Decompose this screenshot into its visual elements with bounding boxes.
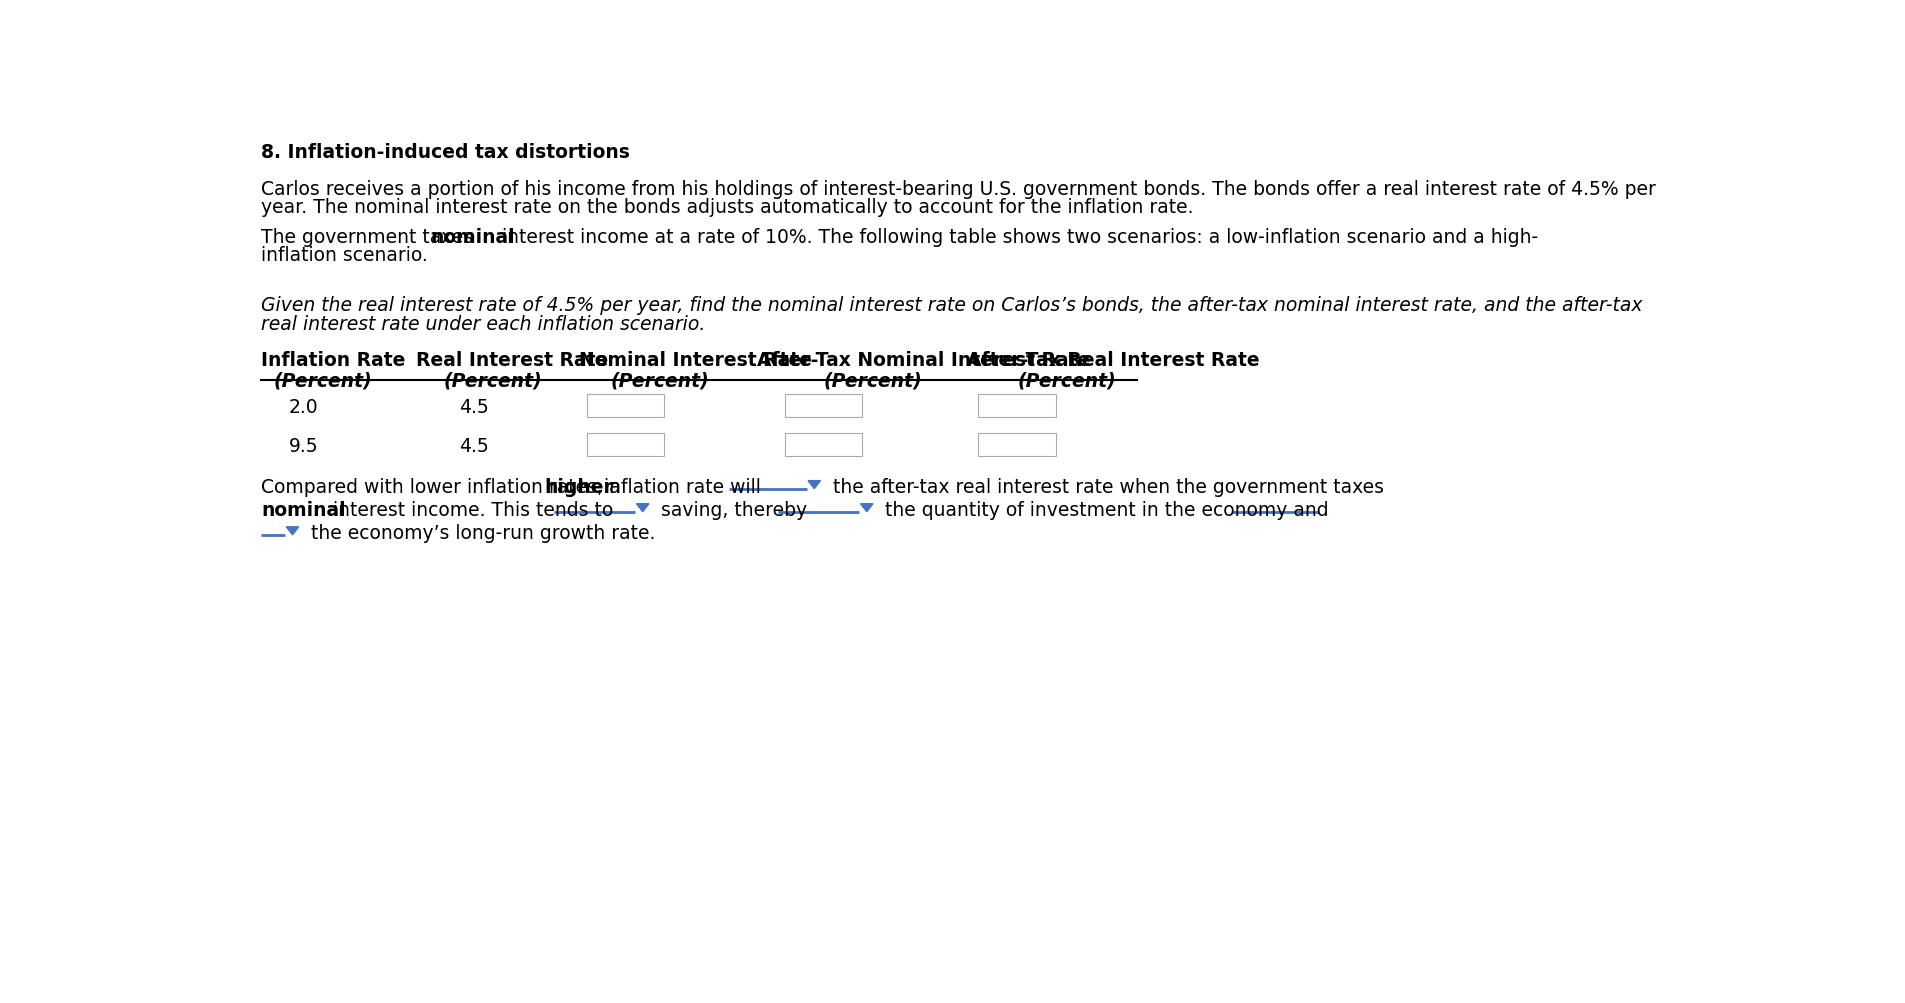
Text: Inflation Rate: Inflation Rate: [261, 351, 406, 370]
Text: Compared with lower inflation rates, a: Compared with lower inflation rates, a: [261, 477, 627, 496]
Text: nominal: nominal: [261, 500, 347, 520]
Polygon shape: [861, 505, 872, 513]
Text: 2.0: 2.0: [288, 398, 318, 417]
Text: 9.5: 9.5: [288, 436, 318, 455]
Text: After-Tax Real Interest Rate: After-Tax Real Interest Rate: [966, 351, 1259, 370]
FancyBboxPatch shape: [785, 395, 861, 418]
Polygon shape: [808, 481, 819, 489]
Text: 4.5: 4.5: [459, 436, 488, 455]
Text: saving, thereby: saving, thereby: [655, 500, 813, 520]
Text: (Percent): (Percent): [1017, 371, 1114, 390]
Text: After-Tax Nominal Interest Rate: After-Tax Nominal Interest Rate: [756, 351, 1090, 370]
Polygon shape: [286, 528, 299, 536]
Text: year. The nominal interest rate on the bonds adjusts automatically to account fo: year. The nominal interest rate on the b…: [261, 198, 1193, 217]
FancyBboxPatch shape: [587, 433, 665, 456]
Text: Real Interest Rate: Real Interest Rate: [417, 351, 608, 370]
Text: (Percent): (Percent): [272, 371, 371, 390]
Text: interest income at a rate of 10%. The following table shows two scenarios: a low: interest income at a rate of 10%. The fo…: [495, 228, 1537, 247]
Text: the quantity of investment in the economy and: the quantity of investment in the econom…: [878, 500, 1334, 520]
Text: (Percent): (Percent): [823, 371, 922, 390]
FancyBboxPatch shape: [587, 395, 665, 418]
Text: (Percent): (Percent): [444, 371, 543, 390]
Text: the after-tax real interest rate when the government taxes: the after-tax real interest rate when th…: [827, 477, 1383, 496]
Text: (Percent): (Percent): [610, 371, 709, 390]
Text: the economy’s long-run growth rate.: the economy’s long-run growth rate.: [305, 524, 655, 543]
Text: Nominal Interest Rate: Nominal Interest Rate: [579, 351, 812, 370]
Text: inflation scenario.: inflation scenario.: [261, 246, 429, 265]
FancyBboxPatch shape: [785, 433, 861, 456]
Text: 8. Inflation-induced tax distortions: 8. Inflation-induced tax distortions: [261, 142, 631, 161]
Polygon shape: [636, 505, 648, 513]
Text: Given the real interest rate of 4.5% per year, find the nominal interest rate on: Given the real interest rate of 4.5% per…: [261, 296, 1642, 315]
Text: inflation rate will: inflation rate will: [598, 477, 766, 496]
Text: The government taxes: The government taxes: [261, 228, 480, 247]
Text: nominal: nominal: [431, 228, 514, 247]
FancyBboxPatch shape: [977, 395, 1055, 418]
Text: 4.5: 4.5: [459, 398, 488, 417]
Text: Carlos receives a portion of his income from his holdings of interest-bearing U.: Carlos receives a portion of his income …: [261, 180, 1655, 199]
Text: interest income. This tends to: interest income. This tends to: [328, 500, 619, 520]
FancyBboxPatch shape: [977, 433, 1055, 456]
Text: real interest rate under each inflation scenario.: real interest rate under each inflation …: [261, 314, 705, 333]
Text: higher: higher: [545, 477, 613, 496]
